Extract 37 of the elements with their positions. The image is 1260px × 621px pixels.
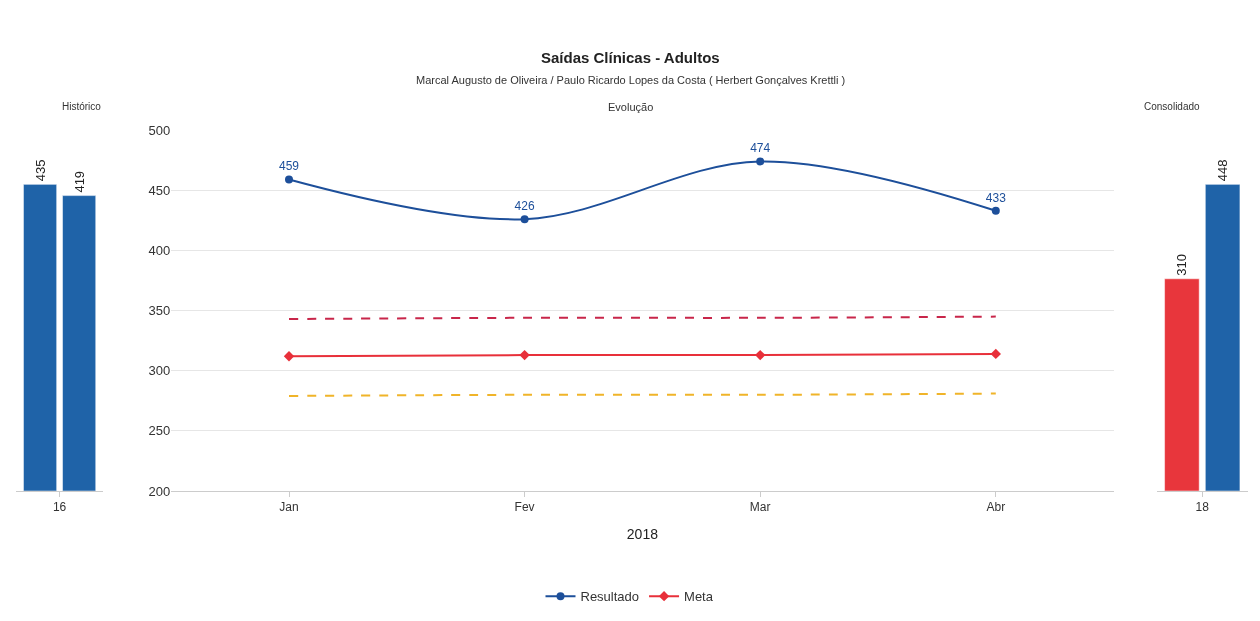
data-label: 426: [514, 199, 535, 214]
x-tick-label: 16: [52, 500, 67, 515]
y-tick-label: 350: [148, 303, 171, 319]
x-tick-label: 18: [1195, 500, 1210, 515]
chart-title: Histórico: [62, 101, 102, 112]
point: [283, 351, 295, 362]
x-tick-label: Mar: [749, 500, 771, 515]
y-tick-label: 200: [148, 483, 171, 499]
point: [991, 206, 1000, 215]
point: [756, 157, 765, 166]
data-label: 435: [32, 159, 48, 182]
point: [519, 349, 530, 361]
data-label: 474: [750, 141, 771, 156]
legend-label: Resultado: [580, 589, 640, 605]
y-tick-label: 400: [148, 243, 171, 259]
chart-title: Saídas Clínicas - Adultos: [541, 49, 720, 66]
point: [285, 175, 293, 184]
data-label: 433: [985, 190, 1007, 205]
point: [520, 215, 529, 224]
chart-subtitle: Marcal Augusto de Oliveira / Paulo Ricardo Lopes da Costa ( Herbert Gonçalves Krettli ): [416, 74, 846, 86]
legend-label: Meta: [684, 589, 714, 605]
x-axis-title: 2018: [626, 525, 659, 542]
chart-title: Consolidado: [1144, 101, 1201, 112]
point: [755, 349, 766, 361]
y-tick-label: 300: [148, 363, 171, 379]
x-tick-label: Fev: [514, 500, 535, 515]
data-label: 419: [71, 170, 87, 193]
data-label: 459: [278, 159, 300, 174]
text: Evolução: [608, 101, 654, 113]
y-tick-label: 500: [148, 122, 171, 138]
x-tick-label: Jan: [279, 500, 299, 515]
x-tick-label: Abr: [986, 500, 1006, 515]
y-tick-label: 250: [148, 423, 171, 439]
point: [990, 348, 1001, 360]
data-label: 448: [1215, 159, 1231, 182]
data-label: 310: [1174, 254, 1190, 276]
y-tick-label: 450: [148, 182, 171, 198]
